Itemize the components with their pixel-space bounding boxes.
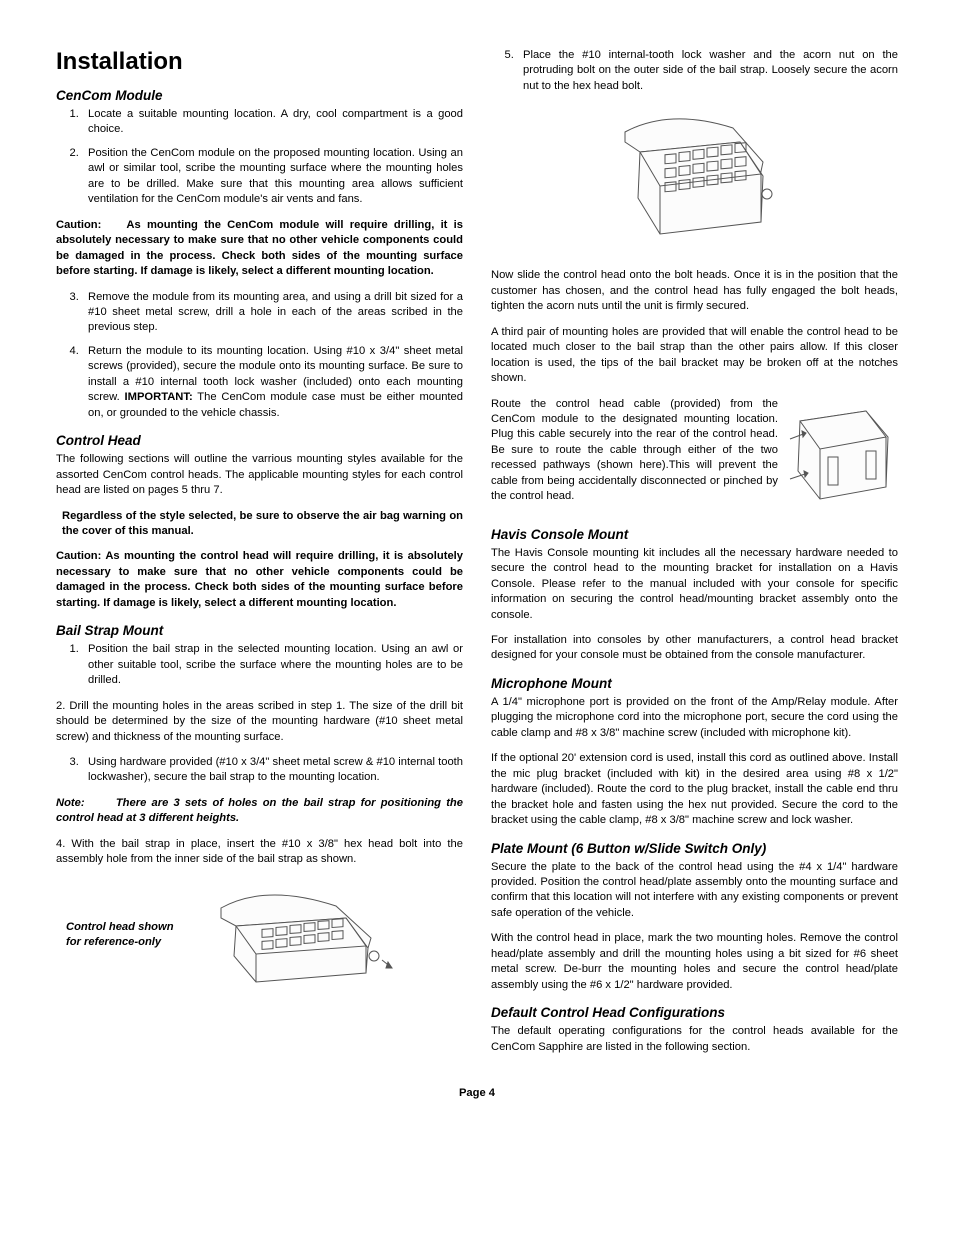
heading-control-head: Control Head bbox=[56, 433, 463, 448]
mic-p1: A 1/4" microphone port is provided on th… bbox=[491, 695, 898, 741]
figure-3-rear-pathways bbox=[788, 399, 898, 504]
bail-list-a: Position the bail strap in the selected … bbox=[56, 642, 463, 688]
right-step-5: Place the #10 internal-tooth lock washer… bbox=[517, 48, 898, 94]
bail-step-2: 2. Drill the mounting holes in the areas… bbox=[56, 699, 463, 745]
bail-step-3: Using hardware provided (#10 x 3/4" shee… bbox=[82, 755, 463, 786]
bail-list-b: Using hardware provided (#10 x 3/4" shee… bbox=[56, 755, 463, 786]
cencom-caution: Caution: As mounting the CenCom module w… bbox=[56, 218, 463, 280]
default-p: The default operating configurations for… bbox=[491, 1024, 898, 1055]
caution-text: As mounting the CenCom module will requi… bbox=[56, 219, 463, 277]
plate-p1: Secure the plate to the back of the cont… bbox=[491, 860, 898, 922]
mic-p2: If the optional 20' extension cord is us… bbox=[491, 751, 898, 828]
bail-note: Note: There are 3 sets of holes on the b… bbox=[56, 796, 463, 827]
figure-1-control-head-bail bbox=[196, 878, 396, 993]
heading-default-config: Default Control Head Configurations bbox=[491, 1005, 898, 1020]
right-third-holes-paragraph: A third pair of mounting holes are provi… bbox=[491, 325, 898, 387]
havis-p1: The Havis Console mounting kit includes … bbox=[491, 546, 898, 623]
caution-label: Caution: bbox=[56, 219, 101, 231]
havis-p2: For installation into consoles by other … bbox=[491, 633, 898, 664]
control-head-caution: Caution: As mounting the control head wi… bbox=[56, 549, 463, 611]
control-head-airbag-warn: Regardless of the style selected, be sur… bbox=[56, 509, 463, 540]
right-slide-paragraph: Now slide the control head onto the bolt… bbox=[491, 268, 898, 314]
figure-1-wrap: Control head shown for reference-only bbox=[66, 878, 463, 993]
heading-bail-strap: Bail Strap Mount bbox=[56, 623, 463, 638]
left-column: Installation CenCom Module Locate a suit… bbox=[56, 48, 463, 1065]
route-cable-block: Route the control head cable (provided) … bbox=[491, 397, 898, 515]
cencom-step-2: Position the CenCom module on the propos… bbox=[82, 146, 463, 208]
page-footer: Page 4 bbox=[56, 1087, 898, 1099]
right-list-5: Place the #10 internal-tooth lock washer… bbox=[491, 48, 898, 94]
bail-step-4: 4. With the bail strap in place, insert … bbox=[56, 837, 463, 868]
heading-plate-mount: Plate Mount (6 Button w/Slide Switch Onl… bbox=[491, 841, 898, 856]
cencom-list-b: Remove the module from its mounting area… bbox=[56, 290, 463, 422]
cencom-step-1: Locate a suitable mounting location. A d… bbox=[82, 107, 463, 138]
bail-step-1: Position the bail strap in the selected … bbox=[82, 642, 463, 688]
control-head-intro: The following sections will outline the … bbox=[56, 452, 463, 498]
heading-havis: Havis Console Mount bbox=[491, 527, 898, 542]
heading-microphone: Microphone Mount bbox=[491, 676, 898, 691]
page-title: Installation bbox=[56, 48, 463, 76]
cencom-list-a: Locate a suitable mounting location. A d… bbox=[56, 107, 463, 208]
cencom-step-3: Remove the module from its mounting area… bbox=[82, 290, 463, 336]
figure-1-caption: Control head shown for reference-only bbox=[66, 920, 176, 950]
right-column: Place the #10 internal-tooth lock washer… bbox=[491, 48, 898, 1065]
plate-p2: With the control head in place, mark the… bbox=[491, 931, 898, 993]
figure-2-control-head-acorn bbox=[491, 104, 898, 254]
cencom-step-4: Return the module to its mounting locati… bbox=[82, 344, 463, 421]
heading-cencom-module: CenCom Module bbox=[56, 88, 463, 103]
